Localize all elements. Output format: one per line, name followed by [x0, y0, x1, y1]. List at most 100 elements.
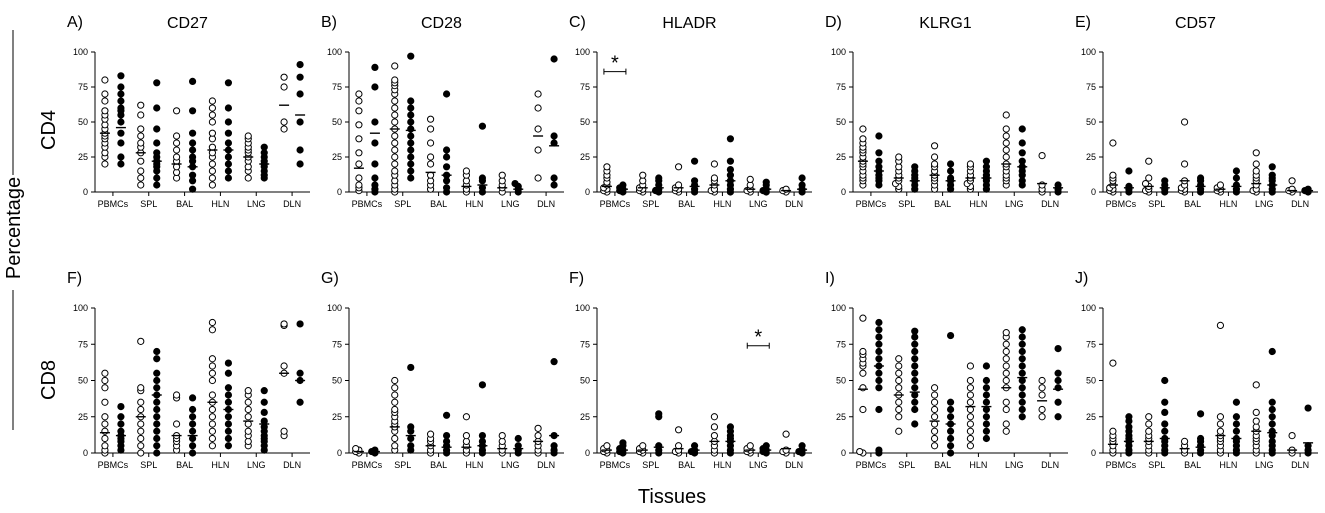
data-point-open: [1145, 420, 1153, 428]
significance-marker: *: [611, 53, 619, 75]
data-point-filled: [442, 437, 451, 445]
data-point-open: [137, 174, 145, 182]
data-point-filled: [407, 434, 415, 443]
data-point-open: [280, 320, 288, 328]
data-point-open: [782, 430, 790, 438]
y-tick-label: 100: [831, 47, 846, 57]
y-tick-label: 0: [841, 448, 846, 458]
data-point-filled: [946, 442, 955, 450]
data-point-filled: [478, 381, 487, 389]
significance-marker: *: [754, 327, 762, 349]
data-point-open: [101, 420, 109, 428]
data-point-filled: [442, 184, 451, 192]
data-point-open: [1002, 139, 1010, 147]
data-point-open: [859, 347, 867, 356]
data-point-open: [930, 142, 939, 150]
y-tick-label: 25: [332, 412, 342, 422]
data-point-open: [208, 405, 217, 414]
data-point-open: [208, 104, 217, 112]
data-point-filled: [514, 442, 522, 450]
data-point-filled: [1232, 174, 1241, 182]
data-point-open: [498, 171, 506, 179]
data-point-open: [930, 153, 939, 161]
x-tick-label: DLN: [1291, 199, 1309, 209]
data-point-open: [895, 427, 903, 435]
data-point-filled: [188, 413, 197, 421]
data-point-open: [244, 437, 252, 445]
data-point-filled: [260, 417, 268, 425]
data-point-filled: [690, 157, 699, 165]
data-point-open: [137, 442, 145, 450]
data-point-filled: [550, 181, 558, 189]
x-tick-label: LNG: [1255, 199, 1274, 209]
x-tick-label: BAL: [1184, 460, 1201, 470]
data-point-open: [895, 369, 903, 377]
data-point-filled: [296, 146, 304, 154]
data-point-filled: [371, 63, 379, 72]
data-point-filled: [911, 163, 919, 171]
data-point-open: [966, 384, 975, 392]
data-point-open: [426, 430, 435, 438]
data-point-filled: [1196, 410, 1205, 418]
data-point-open: [137, 427, 145, 435]
data-point-open: [966, 398, 975, 406]
data-point-filled: [911, 420, 919, 428]
data-point-filled: [726, 157, 735, 165]
panel-10: J) 0 25 50 75 100 PBMCs SPL BAL HLN LNG DLN: [1075, 270, 1318, 470]
data-point-open: [208, 97, 217, 105]
data-point-open: [462, 413, 471, 421]
data-point-open: [534, 125, 542, 133]
x-tick-label: HLN: [713, 199, 731, 209]
y-tick-label: 25: [1086, 412, 1096, 422]
y-tick-label: 25: [332, 152, 342, 162]
data-point-open: [966, 442, 975, 450]
data-point-open: [895, 405, 903, 414]
data-point-filled: [478, 437, 487, 445]
data-point-open: [391, 97, 399, 105]
data-point-open: [352, 445, 360, 453]
data-point-open: [208, 413, 217, 421]
data-point-open: [426, 125, 435, 133]
x-tick-label: SPL: [898, 199, 915, 209]
data-point-open: [674, 426, 683, 434]
data-point-open: [172, 146, 181, 154]
data-point-open: [966, 405, 975, 414]
y-tick-label: 50: [580, 376, 590, 386]
data-point-open: [208, 118, 217, 126]
data-point-filled: [1268, 427, 1276, 435]
data-point-filled: [407, 160, 415, 168]
data-point-filled: [798, 174, 806, 182]
data-point-filled: [982, 434, 991, 443]
y-tick-label: 100: [73, 303, 88, 313]
data-point-open: [208, 129, 217, 137]
y-tick-label: 0: [1091, 448, 1096, 458]
data-point-filled: [407, 174, 415, 182]
y-tick-label: 75: [836, 339, 846, 349]
data-point-filled: [1268, 347, 1276, 356]
y-axis-label: Percentage: [3, 177, 25, 279]
data-point-open: [639, 442, 647, 450]
x-tick-label: DLN: [283, 199, 301, 209]
data-point-open: [426, 115, 435, 123]
y-tick-label: 0: [1091, 187, 1096, 197]
data-point-open: [859, 405, 867, 414]
data-point-open: [137, 125, 145, 133]
data-point-open: [1252, 408, 1260, 416]
data-point-filled: [875, 157, 883, 165]
data-point-filled: [442, 146, 451, 154]
panel-title: HLADR: [662, 15, 716, 32]
data-point-filled: [1268, 171, 1276, 179]
data-point-filled: [911, 384, 919, 392]
data-point-filled: [1161, 408, 1169, 416]
data-point-filled: [946, 405, 955, 414]
x-tick-label: LNG: [1005, 199, 1024, 209]
data-point-open: [208, 369, 217, 377]
data-point-open: [208, 160, 217, 168]
data-point-filled: [946, 167, 955, 175]
data-point-open: [391, 384, 399, 392]
data-point-open: [280, 73, 288, 81]
data-point-filled: [982, 362, 991, 370]
data-point-open: [710, 413, 719, 421]
data-point-filled: [1232, 181, 1241, 189]
data-point-filled: [117, 72, 125, 80]
